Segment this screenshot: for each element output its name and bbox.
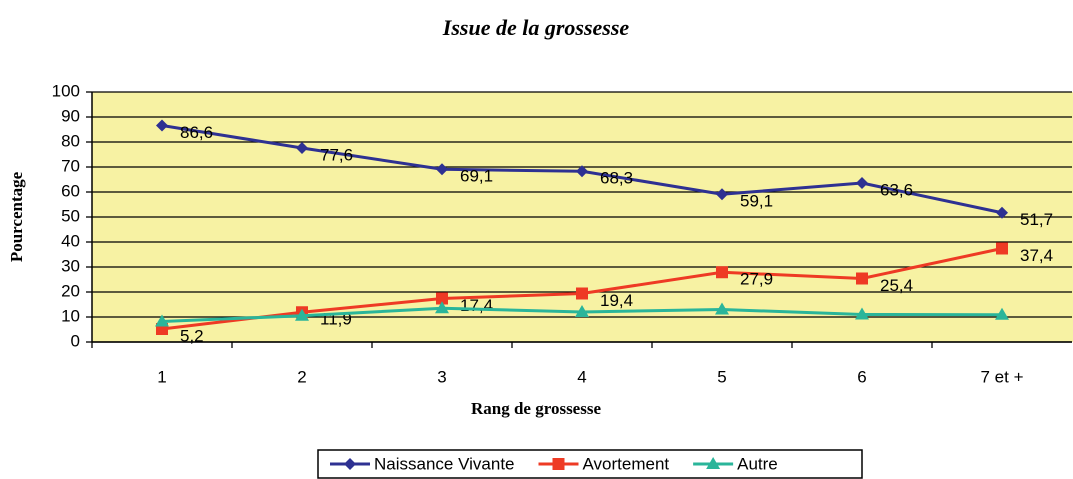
data-label: 27,9: [740, 270, 773, 289]
y-tick-label: 30: [61, 256, 80, 275]
legend-marker: [344, 458, 356, 470]
data-point: [296, 142, 308, 154]
data-point: [996, 242, 1008, 255]
legend-label: Avortement: [583, 454, 670, 473]
y-tick-label: 20: [61, 281, 80, 300]
x-tick-label: 3: [437, 367, 446, 386]
y-tick-label: 40: [61, 231, 80, 250]
data-point: [435, 301, 449, 314]
x-tick-label: 4: [577, 367, 586, 386]
y-tick-label: 90: [61, 106, 80, 125]
data-label: 68,3: [600, 169, 633, 188]
data-label: 37,4: [1020, 246, 1053, 265]
y-tick-label: 10: [61, 306, 80, 325]
data-point: [716, 266, 728, 279]
data-point: [856, 177, 868, 189]
x-tick-label: 7 et +: [980, 367, 1023, 386]
data-point: [995, 307, 1009, 320]
data-point: [715, 302, 729, 315]
legend: [317, 449, 863, 479]
data-point: [436, 163, 448, 176]
y-tick-label: 80: [61, 131, 80, 150]
data-label: 25,4: [880, 276, 913, 295]
data-label: 69,1: [460, 167, 493, 186]
data-point: [156, 119, 168, 132]
data-point: [576, 165, 588, 178]
x-tick-label: 5: [717, 367, 726, 386]
chart-title: Issue de la grossesse: [442, 15, 630, 40]
data-label: 86,6: [180, 123, 213, 142]
data-point: [576, 287, 588, 300]
y-tick-label: 70: [61, 156, 80, 175]
data-point: [155, 314, 169, 327]
data-point: [856, 272, 868, 285]
y-axis-label: Pourcentage: [7, 171, 26, 262]
data-point: [436, 292, 448, 305]
data-label: 63,6: [880, 180, 913, 199]
data-label: 59,1: [740, 192, 773, 211]
data-point: [716, 188, 728, 201]
y-tick-label: 60: [61, 181, 80, 200]
data-point: [996, 206, 1008, 219]
y-tick-label: 100: [52, 81, 80, 100]
data-label: 17,4: [460, 296, 493, 315]
y-tick-label: 0: [71, 331, 80, 350]
data-label: 77,6: [320, 145, 353, 164]
x-tick-label: 6: [857, 367, 866, 386]
data-label: 5,2: [180, 326, 204, 345]
data-point: [295, 308, 309, 321]
data-point: [855, 307, 869, 320]
x-axis-label: Rang de grossesse: [471, 399, 601, 418]
legend-marker: [706, 457, 721, 469]
x-tick-label: 2: [297, 367, 306, 386]
legend-label: Autre: [737, 454, 778, 473]
legend-marker: [552, 458, 565, 470]
data-point: [575, 305, 589, 317]
data-label: 51,7: [1020, 210, 1053, 229]
data-label: 19,4: [600, 291, 633, 310]
x-tick-label: 1: [157, 367, 166, 386]
y-tick-label: 50: [61, 206, 80, 225]
legend-label: Naissance Vivante: [374, 454, 515, 473]
